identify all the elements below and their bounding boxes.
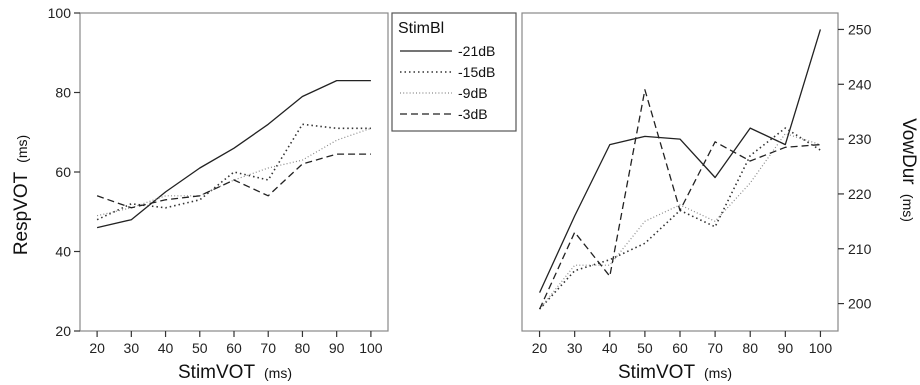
- x-tick-label: 40: [158, 340, 174, 356]
- x-tick-label: 40: [602, 340, 618, 356]
- x-tick-label: 90: [778, 340, 794, 356]
- legend-entry-label: -15dB: [458, 64, 495, 80]
- x-tick-label: 20: [89, 340, 105, 356]
- x-tick-label: 100: [809, 340, 833, 356]
- x-tick-label: 70: [707, 340, 723, 356]
- legend-entry-label: -3dB: [458, 106, 488, 122]
- x-tick-label: 60: [672, 340, 688, 356]
- left-plot-frame: [79, 12, 389, 332]
- x-tick-label: 100: [359, 340, 383, 356]
- series-line-9dB: [539, 133, 821, 310]
- x-tick-label: 80: [742, 340, 758, 356]
- x-tick-label: 20: [532, 340, 548, 356]
- y-tick-label: 100: [48, 5, 72, 21]
- series-line-15dB: [96, 123, 371, 221]
- series-line-9dB: [96, 127, 372, 217]
- y-tick-label: 220: [848, 186, 872, 202]
- legend-entry-label: -21dB: [458, 43, 495, 59]
- left-x-axis: 20 30 40 50 60 70 80 90 100: [89, 331, 383, 356]
- right-series-group: [539, 29, 822, 310]
- left-y-axis-unit: (ms): [14, 135, 30, 163]
- y-tick-label: 230: [848, 131, 872, 147]
- series-line-15dB: [539, 127, 821, 310]
- y-tick-label: 20: [55, 323, 71, 339]
- y-tick-label: 210: [848, 241, 872, 257]
- y-tick-label: 80: [55, 85, 71, 101]
- legend-entry-label: -9dB: [458, 85, 488, 101]
- right-x-axis-title: StimVOT (ms): [618, 362, 732, 383]
- x-tick-label: 50: [192, 340, 208, 356]
- x-tick-label: 70: [260, 340, 276, 356]
- y-tick-label: 240: [848, 76, 872, 92]
- legend-title: StimBl: [398, 20, 444, 37]
- legend: StimBl -21dB -15dB -9dB -3dB: [391, 12, 517, 132]
- y-tick-label: 200: [848, 296, 872, 312]
- right-y-axis-label: VowDur: [898, 118, 919, 185]
- legend-box: [391, 12, 517, 132]
- y-tick-label: 40: [55, 244, 71, 260]
- x-tick-label: 80: [295, 340, 311, 356]
- right-y-axis-title: VowDur (ms): [898, 118, 919, 222]
- legend-entries: -21dB -15dB -9dB -3dB: [400, 43, 495, 122]
- series-line-3dB: [539, 89, 821, 310]
- left-y-axis-title: RespVOT (ms): [11, 135, 32, 255]
- series-line-3dB: [96, 153, 371, 209]
- right-plot-frame: [521, 12, 839, 332]
- left-panel: 20 40 60 80 100 20 30 40 50 60 70 80 90 100 RespVOT …: [11, 5, 389, 383]
- left-y-axis-label: RespVOT: [11, 171, 32, 255]
- x-tick-label: 50: [637, 340, 653, 356]
- right-y-axis: 200 210 220 230 240 250: [838, 21, 872, 312]
- left-y-axis: 20 40 60 80 100: [48, 5, 80, 339]
- series-line-21dB: [539, 29, 822, 293]
- x-tick-label: 90: [329, 340, 345, 356]
- right-y-axis-unit: (ms): [900, 194, 916, 222]
- right-panel: 200 210 220 230 240 250 20 30 40 50 60 70 80 90 100 V…: [521, 12, 919, 383]
- x-tick-label: 30: [124, 340, 140, 356]
- left-x-axis-unit: (ms): [264, 365, 292, 381]
- series-line-21dB: [96, 79, 371, 229]
- left-x-axis-title: StimVOT (ms): [178, 362, 292, 383]
- right-x-axis-label: StimVOT: [618, 362, 695, 383]
- x-tick-label: 60: [226, 340, 242, 356]
- y-tick-label: 250: [848, 21, 872, 37]
- right-x-axis-unit: (ms): [704, 365, 732, 381]
- y-tick-label: 60: [55, 164, 71, 180]
- left-series-group: [96, 79, 372, 229]
- x-tick-label: 30: [567, 340, 583, 356]
- right-x-axis: 20 30 40 50 60 70 80 90 100: [532, 331, 833, 356]
- left-x-axis-label: StimVOT: [178, 362, 255, 383]
